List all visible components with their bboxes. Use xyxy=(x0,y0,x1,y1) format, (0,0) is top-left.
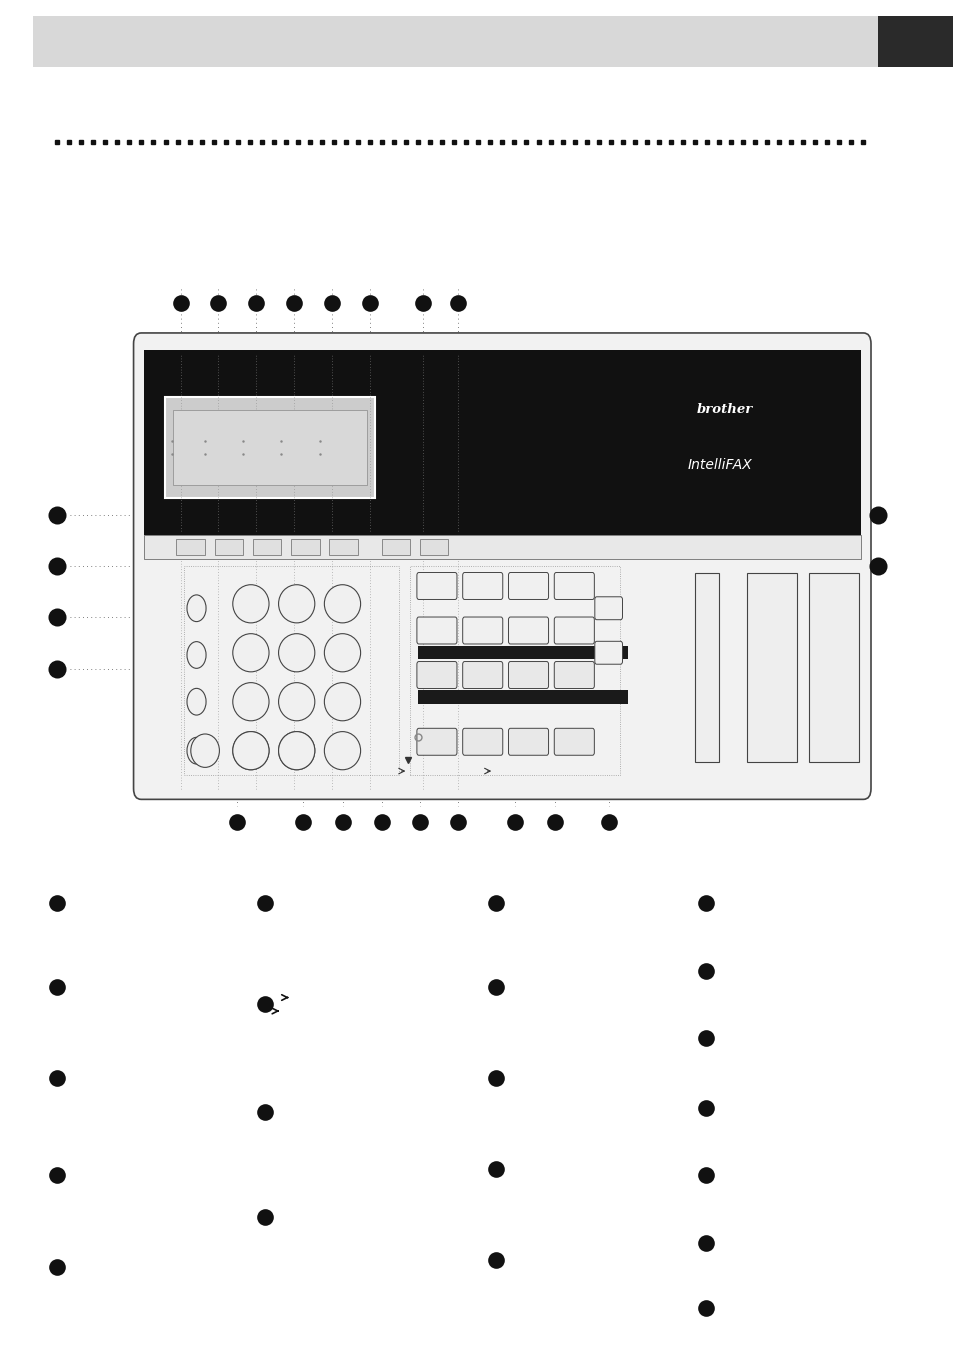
Bar xyxy=(33,16,877,67)
FancyBboxPatch shape xyxy=(508,573,548,600)
Ellipse shape xyxy=(233,682,269,721)
Ellipse shape xyxy=(278,634,314,671)
Bar xyxy=(417,690,627,704)
Ellipse shape xyxy=(187,737,206,764)
FancyBboxPatch shape xyxy=(508,728,548,755)
Bar xyxy=(417,646,627,659)
Ellipse shape xyxy=(278,732,314,770)
Bar xyxy=(877,16,953,67)
Ellipse shape xyxy=(233,634,269,671)
Bar xyxy=(176,539,205,555)
Ellipse shape xyxy=(233,732,269,770)
FancyBboxPatch shape xyxy=(554,617,594,644)
FancyBboxPatch shape xyxy=(462,617,502,644)
FancyBboxPatch shape xyxy=(416,573,456,600)
FancyBboxPatch shape xyxy=(595,642,622,665)
Bar xyxy=(172,411,367,485)
Bar xyxy=(381,539,410,555)
Ellipse shape xyxy=(187,642,206,669)
FancyBboxPatch shape xyxy=(416,728,456,755)
Ellipse shape xyxy=(187,594,206,621)
Bar xyxy=(144,535,860,559)
Ellipse shape xyxy=(324,634,360,671)
Ellipse shape xyxy=(324,585,360,623)
Bar xyxy=(410,566,619,775)
Bar xyxy=(419,539,448,555)
Bar xyxy=(808,573,858,762)
Ellipse shape xyxy=(278,682,314,721)
Bar xyxy=(329,539,357,555)
FancyBboxPatch shape xyxy=(508,617,548,644)
FancyBboxPatch shape xyxy=(416,617,456,644)
Ellipse shape xyxy=(278,585,314,623)
Bar xyxy=(214,539,243,555)
FancyBboxPatch shape xyxy=(462,728,502,755)
FancyBboxPatch shape xyxy=(462,662,502,689)
Ellipse shape xyxy=(233,732,269,770)
FancyBboxPatch shape xyxy=(554,728,594,755)
FancyBboxPatch shape xyxy=(595,597,622,620)
Ellipse shape xyxy=(187,689,206,714)
Bar xyxy=(165,398,375,499)
FancyBboxPatch shape xyxy=(554,573,594,600)
Text: brother: brother xyxy=(697,403,752,417)
FancyBboxPatch shape xyxy=(508,662,548,689)
FancyBboxPatch shape xyxy=(133,333,870,799)
Ellipse shape xyxy=(233,585,269,623)
Bar xyxy=(291,539,319,555)
FancyBboxPatch shape xyxy=(554,662,594,689)
Ellipse shape xyxy=(191,735,219,767)
Bar xyxy=(144,350,860,535)
FancyBboxPatch shape xyxy=(416,662,456,689)
Bar xyxy=(253,539,281,555)
Bar xyxy=(184,566,398,775)
Bar xyxy=(746,573,796,762)
Ellipse shape xyxy=(278,732,314,770)
Ellipse shape xyxy=(324,732,360,770)
Text: IntelliFAX: IntelliFAX xyxy=(687,458,752,472)
FancyBboxPatch shape xyxy=(462,573,502,600)
Bar xyxy=(694,573,719,762)
Ellipse shape xyxy=(324,682,360,721)
